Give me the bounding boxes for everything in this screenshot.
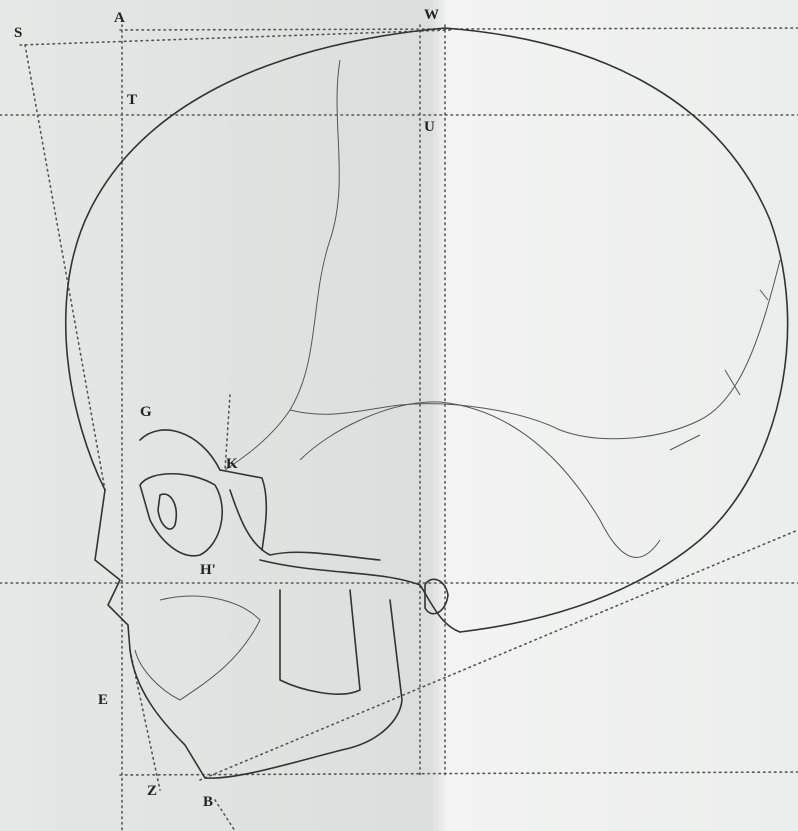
point-label: E — [98, 692, 108, 708]
point-label: W — [424, 7, 439, 23]
labels: S A W T U G K H' E Z B — [14, 7, 439, 810]
point-label: T — [127, 92, 137, 108]
point-label: H' — [200, 562, 216, 578]
point-label: Z — [147, 783, 157, 799]
point-label: G — [140, 404, 152, 420]
point-label: A — [114, 10, 125, 26]
point-label: U — [424, 119, 435, 135]
construction-lines — [0, 24, 798, 831]
point-label: S — [14, 25, 22, 41]
point-label: K — [226, 456, 238, 472]
skull-drawing — [64, 27, 789, 779]
point-label: B — [203, 794, 213, 810]
